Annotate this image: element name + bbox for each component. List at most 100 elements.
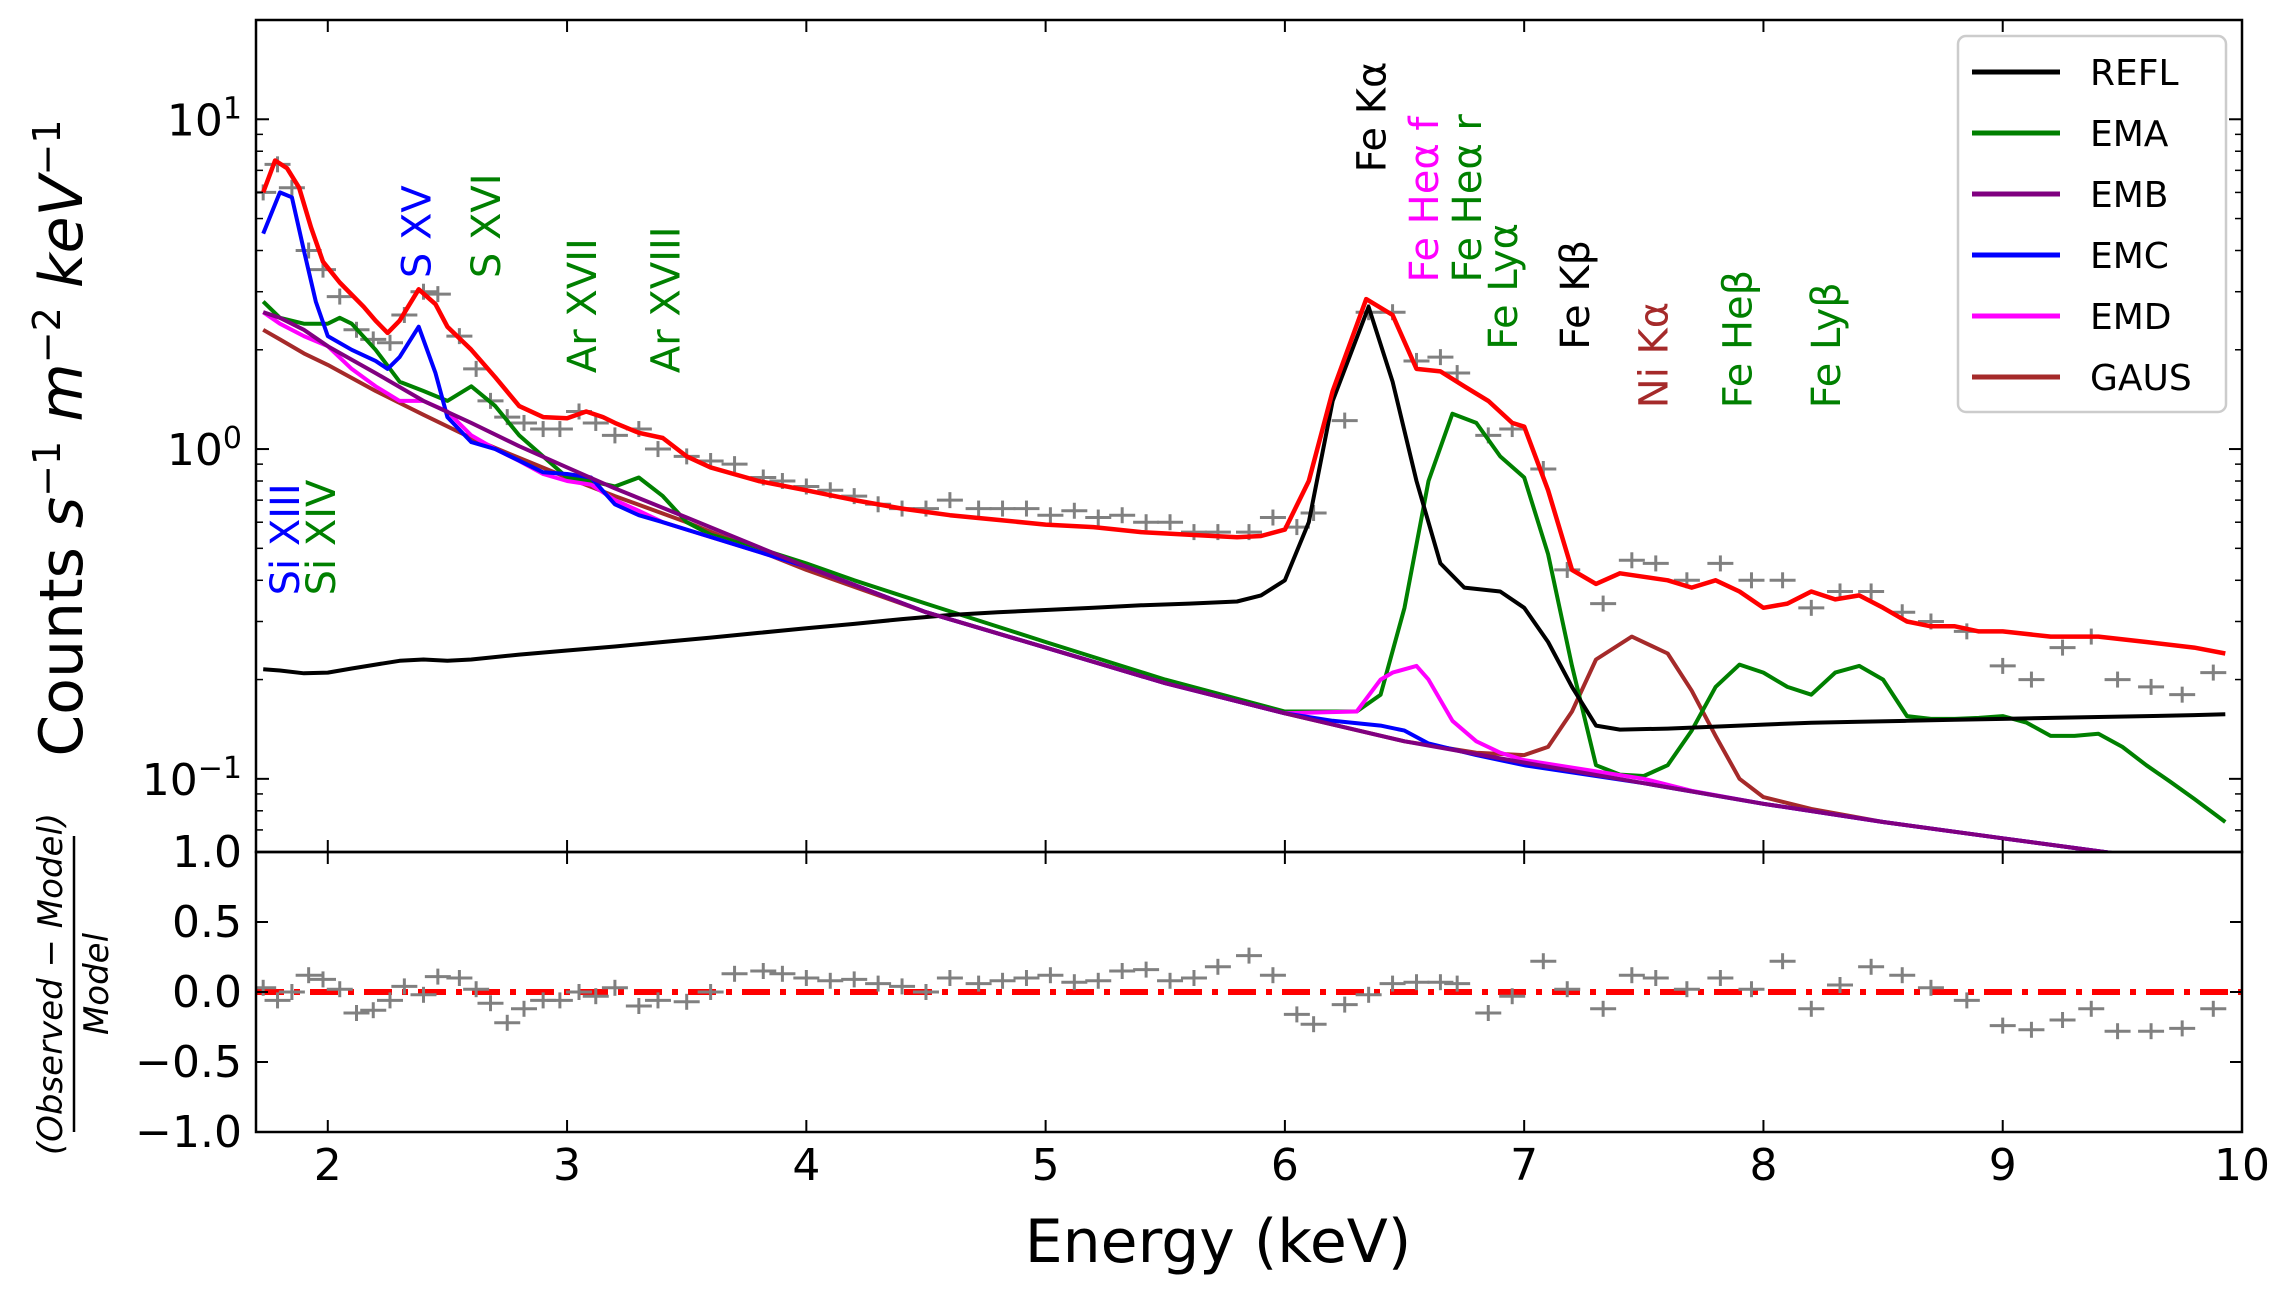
residual-data-point [391,978,418,995]
top-panel-plot-area [256,156,2227,852]
residual-data-point [1133,961,1160,978]
x-tick-label: 3 [553,1140,581,1191]
residual-data-point [1769,953,1796,970]
residual-data-point [256,979,277,996]
observed-data-point [463,360,490,377]
residual-y-tick-label: 0.5 [172,897,242,948]
line-id-fe-he: Fe Heβ [1716,270,1762,408]
residual-data-point [2104,1023,2131,1040]
residual-data-point [2169,1020,2196,1037]
residual-data-point [912,984,939,1000]
residual-data-point [625,998,652,1014]
observed-data-point [989,500,1016,517]
observed-data-point [1085,509,1112,526]
observed-data-point [1061,502,1088,519]
residual-data-point [1037,967,1064,984]
residual-data-point [1300,1016,1327,1033]
residual-data-point [1953,992,1980,1009]
observed-data-point [424,286,451,303]
observed-data-point [1109,507,1136,524]
top-y-axis-label: Counts s−1 m−2 keV−1 [25,119,97,756]
residual-data-point [1236,947,1262,964]
residual-data-point [582,988,609,1005]
residual-data-point [697,984,724,1000]
observed-data-point [601,427,628,444]
residual-data-point [1403,974,1430,991]
residual-data-point [1530,953,1557,970]
observed-data-point [546,421,573,438]
line-id-s-xvi: S XVI [464,173,510,278]
observed-data-point [1858,583,1885,600]
series-line-ema [261,300,2227,824]
observed-data-point [1798,599,1825,616]
x-tick-label: 5 [1032,1140,1060,1191]
residual-data-point [1157,972,1184,989]
x-tick-label: 6 [1271,1140,1299,1191]
residual-data-point [1798,1000,1825,1017]
observed-data-point [376,334,403,351]
observed-data-point [2169,686,2196,703]
legend-entry-emd: EMD [1972,297,2172,338]
residual-data-point [494,1014,521,1031]
axes-frame [254,18,2244,1134]
svg-text:Counts s−1 m−2 keV−1: Counts s−1 m−2 keV−1 [25,119,97,756]
residual-data-point [1499,988,1526,1005]
residual-data-point [1917,979,1944,996]
residual-data-point [1259,967,1286,984]
residual-data-point [1738,981,1765,998]
x-tick-label: 8 [1749,1140,1777,1191]
residual-data-point [410,986,437,1003]
residual-data-point [2049,1012,2076,1028]
observed-data-point [582,414,609,431]
residual-label-numerator: (Observed − Model) [31,813,71,1155]
observed-data-point [1013,500,1040,517]
residual-data-point [865,975,892,992]
x-tick-label: 10 [2214,1140,2270,1191]
residual-data-point [1858,958,1885,975]
residual-data-point [1331,996,1358,1013]
observed-data-point [1259,509,1286,526]
line-id-fe-k: Fe Kα [1349,62,1395,173]
residual-data-point [1827,977,1854,993]
residual-data-point [326,981,353,998]
observed-data-point [1707,555,1734,572]
residual-data-point [1379,975,1406,992]
residual-data-point [309,971,336,988]
residual-data-point [1085,972,1112,989]
residual-data-point [510,1000,537,1017]
residual-data-point [1204,958,1231,975]
residual-y-axis-label: (Observed − Model) Model [31,813,117,1155]
residual-data-point [376,992,403,1009]
x-axis-label: Energy (keV) [1025,1207,1412,1277]
residual-data-point [1444,975,1471,992]
residual-data-point [264,992,291,1009]
observed-data-point [644,441,671,458]
line-id-ar-xvii: Ar XVII [560,238,606,373]
line-id-fe-ly: Fe Lyβ [1804,282,1850,408]
residual-data-point [566,984,593,1000]
residual-data-point [2018,1021,2045,1038]
residual-data-point [1642,970,1669,986]
residual-data-point [1061,974,1088,991]
residual-data-point [343,1005,370,1021]
legend-entry-emb: EMB [1972,175,2169,216]
line-id-s-xv: S XV [395,185,441,279]
observed-data-point [2200,664,2227,681]
residual-data-point [1180,970,1207,986]
residual-data-point [1673,981,1700,998]
residual-data-point [1989,1017,2016,1034]
series-line-total-model [261,158,2226,656]
residual-data-point [360,1002,387,1019]
legend-label: EMA [2090,114,2169,155]
residual-y-tick-label: −0.5 [135,1037,242,1088]
residual-data-point [1707,970,1734,986]
residual-y-tick-label: 0.0 [172,967,242,1018]
legend-label: EMD [2090,297,2172,338]
observed-data-point [1642,555,1669,572]
legend-label: REFL [2090,53,2179,94]
legend-label: GAUS [2090,358,2192,399]
observed-data-point [1037,507,1064,524]
observed-data-point [2138,678,2165,695]
